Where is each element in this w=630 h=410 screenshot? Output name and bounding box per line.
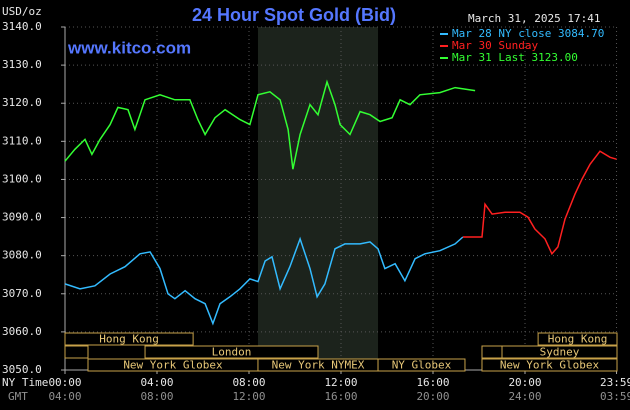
x-tick-label: 04:00	[140, 376, 173, 389]
y-tick-label: 3050.0	[2, 363, 42, 376]
session-box	[501, 345, 618, 359]
y-tick-label: 3060.0	[2, 325, 42, 338]
price-line	[64, 79, 476, 170]
x-row-label: NY Time	[2, 376, 48, 389]
y-tick-label: 3090.0	[2, 211, 42, 224]
x-tick-label-gmt: 16:00	[324, 390, 357, 403]
y-tick-label: 3130.0	[2, 58, 42, 71]
session-label: New York Globex	[500, 359, 600, 372]
session-box	[537, 332, 618, 346]
y-tick-label: 3120.0	[2, 96, 42, 109]
legend-entry: Mar 31 Last 3123.00	[452, 51, 578, 64]
watermark: www.kitco.com	[67, 38, 191, 57]
y-tick-label: 3080.0	[2, 249, 42, 262]
y-tick-label: 3100.0	[2, 172, 42, 185]
y-tick-label: 3070.0	[2, 287, 42, 300]
price-line	[64, 236, 464, 326]
x-tick-label-gmt: 08:00	[140, 390, 173, 403]
session-box	[481, 345, 503, 359]
x-tick-label-gmt: 24:00	[508, 390, 541, 403]
legend-entry: Mar 30 Sunday	[452, 39, 538, 52]
session-box	[64, 345, 89, 359]
y-tick-label: 3140.0	[2, 20, 42, 33]
x-tick-label: 00:00	[48, 376, 81, 389]
y-tick-label: 3110.0	[2, 134, 42, 147]
y-axis-label: USD/oz	[2, 5, 42, 18]
session-label: Hong Kong	[548, 333, 608, 346]
x-tick-label: 12:00	[324, 376, 357, 389]
x-tick-label: 16:00	[416, 376, 449, 389]
x-tick-label: 20:00	[508, 376, 541, 389]
x-tick-label-gmt: 20:00	[416, 390, 449, 403]
session-label: Hong Kong	[99, 333, 159, 346]
shaded-region	[257, 27, 379, 370]
session-label: Sydney	[540, 346, 580, 359]
session-label: London	[212, 346, 252, 359]
x-tick-label: 08:00	[232, 376, 265, 389]
session-label: New York NYMEX	[272, 359, 365, 372]
x-tick-label-gmt: 12:00	[232, 390, 265, 403]
session-label: New York Globex	[123, 359, 223, 372]
price-line	[462, 150, 617, 256]
session-label: NY Globex	[392, 359, 452, 372]
timestamp: March 31, 2025 17:41	[468, 12, 600, 25]
legend-entry: Mar 28 NY close 3084.70	[452, 27, 604, 40]
session-box	[481, 358, 618, 372]
x-tick-label-gmt: 04:00	[48, 390, 81, 403]
chart-title: 24 Hour Spot Gold (Bid)	[192, 5, 396, 25]
x-tick-label-gmt: 03:59	[600, 390, 630, 403]
session-box	[64, 332, 194, 346]
x-row-label: GMT	[8, 390, 28, 403]
session-box	[377, 358, 466, 372]
x-tick-label: 23:59	[600, 376, 630, 389]
session-box	[144, 345, 319, 359]
